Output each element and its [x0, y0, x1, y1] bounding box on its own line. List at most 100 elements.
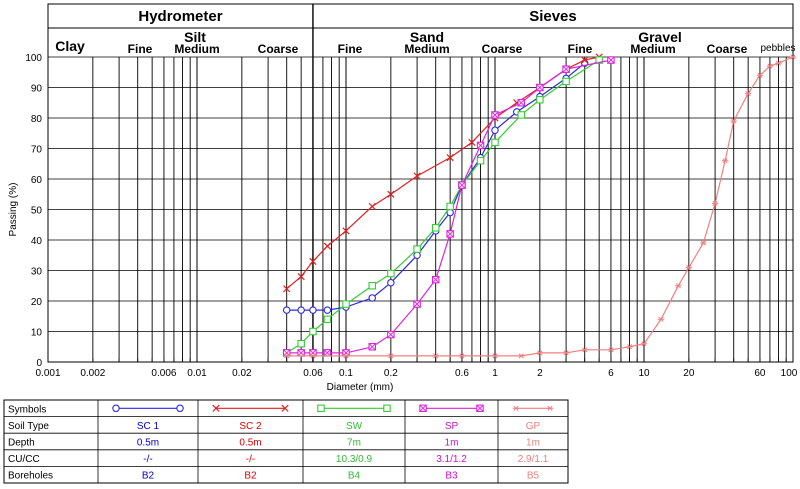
marker-star-stroke — [767, 63, 773, 69]
marker-star-stroke — [700, 240, 706, 246]
legend-borehole: B3 — [445, 471, 458, 482]
marker-star — [342, 353, 350, 359]
legend-cucc: 2.9/1.1 — [518, 454, 549, 465]
marker-x-stroke — [297, 272, 305, 281]
legend-borehole: B2 — [142, 471, 155, 482]
marker-circle — [413, 251, 421, 260]
marker-square — [595, 56, 603, 64]
x-tick-label: 6 — [608, 368, 614, 379]
legend-cucc: 10.3/0.9 — [336, 454, 373, 465]
header-sieves: Sieves — [529, 8, 577, 25]
marker-square — [413, 245, 421, 253]
x-tick-label: 10 — [638, 368, 650, 379]
legend-cucc: -/- — [246, 454, 255, 465]
marker-star-stroke — [433, 353, 439, 359]
marker-star — [640, 341, 648, 347]
marker-star — [491, 353, 499, 359]
marker-square — [297, 339, 305, 348]
marker-star — [756, 72, 764, 78]
marker-x — [323, 242, 332, 250]
y-tick-label: 10 — [31, 328, 43, 339]
marker-x — [446, 154, 454, 162]
marker-x — [342, 227, 350, 235]
marker-star-stroke — [608, 347, 614, 353]
marker-squarex — [297, 349, 305, 357]
marker-square — [309, 327, 317, 336]
legend-soil-type: SW — [346, 421, 363, 432]
series-sp — [282, 56, 615, 357]
marker-square-shape — [387, 269, 395, 278]
marker-square-shape — [595, 56, 603, 64]
legend-header-4: Boreholes — [8, 471, 53, 482]
x-tick-label: 0.06 — [303, 368, 323, 379]
marker-x-stroke — [297, 349, 305, 357]
x-tick-label: 0.6 — [455, 368, 469, 379]
marker-star-stroke — [675, 283, 681, 289]
legend-cucc: -/- — [143, 454, 152, 465]
marker-squarex — [323, 349, 332, 357]
marker-square-shape — [342, 300, 350, 308]
marker-square — [491, 138, 499, 147]
marker-star-stroke — [712, 200, 718, 206]
marker-squarex — [562, 65, 570, 73]
marker-squarex — [476, 141, 485, 150]
marker-x-stroke — [387, 331, 395, 339]
marker-star-stroke — [582, 347, 588, 353]
legend-depth: 1m — [526, 438, 540, 449]
y-tick-label: 0 — [36, 358, 42, 369]
marker-x-stroke — [607, 56, 615, 64]
header-sand: Sand — [410, 29, 444, 45]
marker-circle — [368, 294, 376, 302]
marker-star-stroke — [641, 341, 647, 347]
marker-star — [458, 353, 466, 359]
header-sub-6: Fine — [568, 42, 593, 56]
marker-square-shape — [431, 224, 440, 232]
y-tick-label: 30 — [31, 267, 43, 278]
header-clay: Clay — [55, 38, 85, 54]
marker-star-stroke — [790, 54, 796, 60]
marker-square — [536, 95, 544, 104]
marker-x-stroke — [458, 181, 466, 189]
marker-star-stroke — [757, 72, 763, 78]
marker-x-stroke — [517, 99, 525, 107]
marker-x-stroke — [468, 138, 476, 147]
marker-star-stroke — [626, 344, 633, 350]
header-sub-3: Fine — [338, 42, 363, 56]
marker-star — [789, 54, 797, 60]
marker-star — [546, 405, 554, 411]
marker-x-stroke — [309, 349, 317, 357]
header-sub-7: Medium — [630, 42, 675, 56]
marker-star — [283, 353, 290, 359]
marker-circle — [309, 306, 317, 314]
marker-x-stroke — [323, 242, 332, 250]
marker-star-stroke — [513, 405, 519, 411]
legend-borehole: B2 — [244, 471, 257, 482]
header-gravel: Gravel — [638, 29, 682, 45]
marker-x-stroke — [413, 300, 421, 308]
marker-star — [562, 350, 570, 356]
marker-circle-shape — [491, 126, 499, 134]
marker-x-stroke — [446, 154, 454, 162]
x-tick-label: 0.002 — [80, 368, 105, 379]
y-tick-label: 50 — [31, 206, 43, 217]
y-tick-label: 80 — [31, 114, 43, 125]
marker-squarex — [342, 349, 350, 357]
marker-square-shape — [536, 95, 544, 104]
marker-circle — [491, 126, 499, 134]
marker-square-shape — [517, 111, 525, 119]
marker-square — [342, 300, 350, 308]
header-sub-5: Coarse — [482, 42, 523, 56]
x-tick-label: 100 — [781, 368, 798, 379]
marker-circle-shape — [112, 404, 120, 413]
marker-star-stroke — [284, 353, 290, 359]
marker-x-stroke — [387, 190, 395, 198]
marker-star — [730, 118, 737, 124]
marker-x-stroke — [476, 404, 484, 412]
marker-x-stroke — [342, 227, 350, 235]
legend-soil-type: SC 2 — [239, 421, 262, 432]
marker-circle-shape — [309, 306, 317, 314]
marker-square-shape — [476, 156, 485, 165]
marker-square — [431, 224, 440, 232]
marker-star — [711, 200, 719, 206]
marker-circle — [112, 404, 120, 413]
